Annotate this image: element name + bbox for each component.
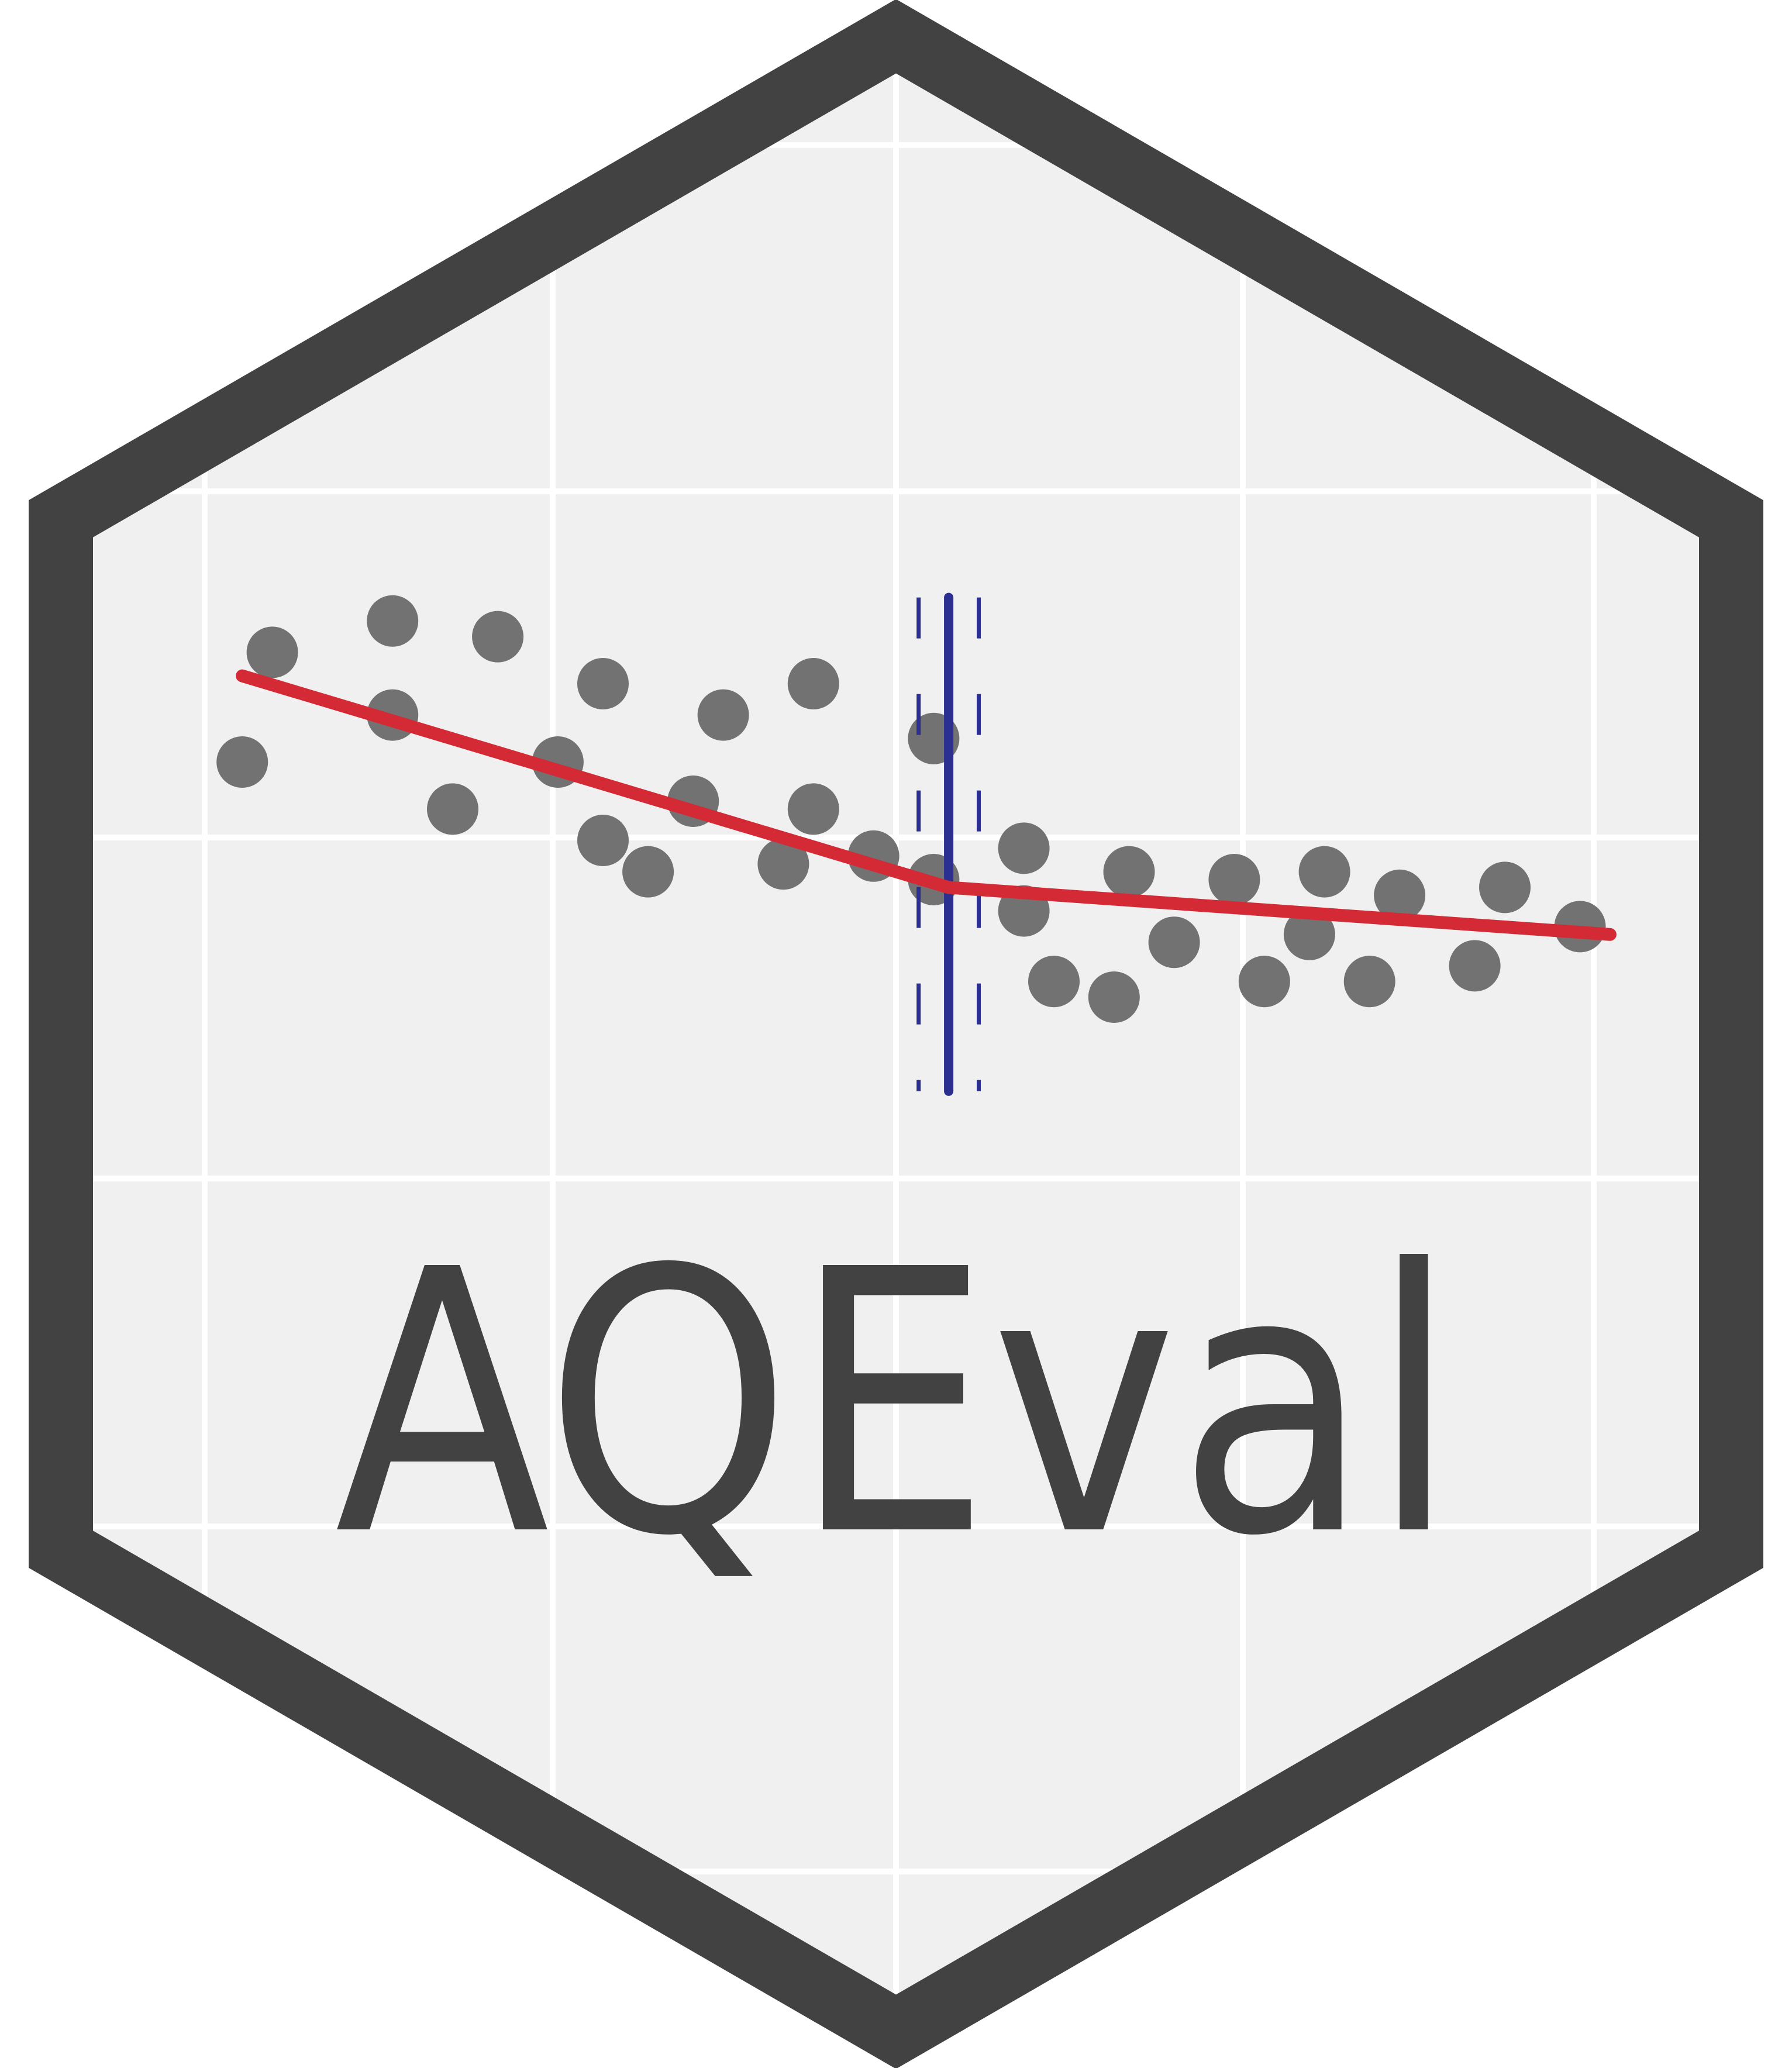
data-point	[697, 689, 749, 741]
data-point	[787, 783, 839, 835]
data-point	[577, 658, 629, 709]
data-point	[1283, 908, 1335, 960]
trend-segment	[942, 881, 1617, 941]
data-point	[472, 611, 524, 663]
data-point	[1208, 854, 1260, 905]
data-point	[1343, 956, 1395, 1008]
data-point	[1088, 971, 1140, 1023]
data-point	[246, 626, 298, 678]
logo-title: AQEval	[335, 1194, 1457, 1615]
data-point	[757, 838, 809, 890]
data-point	[577, 815, 629, 866]
data-point	[367, 595, 419, 647]
data-point	[1374, 869, 1426, 921]
breakpoint-marker	[916, 592, 981, 1096]
trend-lines	[236, 669, 1617, 941]
data-point	[216, 736, 268, 788]
data-point	[1479, 861, 1531, 914]
hex-border	[29, 0, 1763, 2068]
trend-segment	[236, 669, 956, 894]
data-point	[998, 822, 1050, 874]
data-point	[1238, 956, 1290, 1008]
data-point	[1148, 916, 1200, 968]
data-point	[1103, 846, 1155, 898]
data-point	[1298, 846, 1350, 898]
data-point	[622, 846, 674, 898]
data-point	[427, 783, 478, 835]
data-point	[1028, 956, 1080, 1008]
data-point	[787, 658, 839, 709]
data-points	[216, 595, 1606, 1023]
data-point	[1449, 940, 1501, 992]
